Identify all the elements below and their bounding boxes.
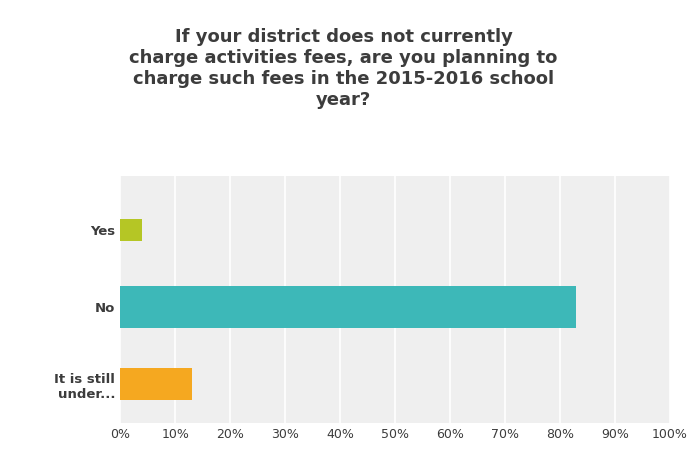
Bar [120, 368, 192, 400]
Text: If your district does not currently
charge activities fees, are you planning to
: If your district does not currently char… [129, 28, 558, 109]
Bar [120, 286, 576, 328]
Bar [120, 219, 142, 240]
